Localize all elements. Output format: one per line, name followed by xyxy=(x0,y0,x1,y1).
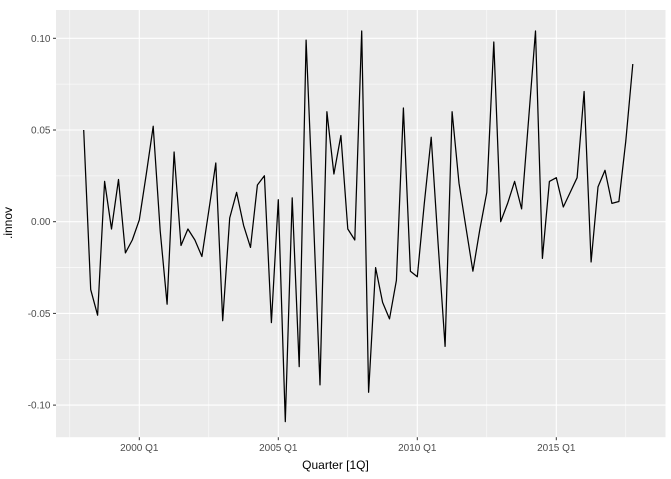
chart-panel xyxy=(56,10,666,438)
y-axis-title: .innov xyxy=(1,206,15,240)
y-tick-label: 0.00 xyxy=(31,217,51,228)
x-tick-label: 2000 Q1 xyxy=(120,443,159,454)
series-line xyxy=(83,30,634,423)
x-axis-title: Quarter [1Q] xyxy=(302,458,369,472)
y-tick-label: -0.05 xyxy=(28,309,51,320)
y-tick-label: -0.10 xyxy=(28,401,51,412)
x-tick-label: 2015 Q1 xyxy=(537,443,576,454)
y-tick-label: 0.05 xyxy=(31,126,51,137)
x-tick-label: 2005 Q1 xyxy=(259,443,298,454)
y-tick-label: 0.10 xyxy=(31,34,51,45)
x-tick-label: 2010 Q1 xyxy=(398,443,437,454)
